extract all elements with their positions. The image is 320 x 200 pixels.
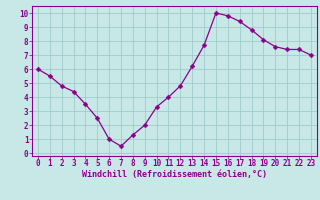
X-axis label: Windchill (Refroidissement éolien,°C): Windchill (Refroidissement éolien,°C)	[82, 170, 267, 179]
